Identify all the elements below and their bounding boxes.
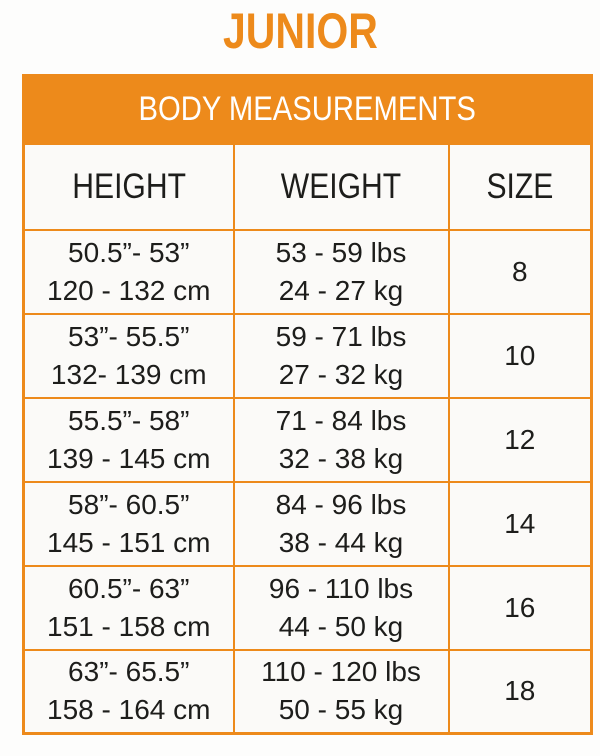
size-cell: 16 bbox=[447, 564, 593, 651]
height-imperial-text: 50.5”- 53” bbox=[68, 236, 190, 268]
weight-metric-text: 32 - 38 kg bbox=[278, 442, 404, 474]
height-imperial-text: 63”- 65.5” bbox=[68, 656, 190, 688]
table-row: 60.5”- 63” 151 - 158 cm 96 - 110 lbs 44 … bbox=[22, 564, 593, 651]
column-header-weight-text: WEIGHT bbox=[280, 166, 402, 206]
table-banner-text: BODY MEASUREMENTS bbox=[138, 90, 477, 129]
height-cell: 63”- 65.5” 158 - 164 cm bbox=[22, 648, 235, 735]
height-metric-text: 158 - 164 cm bbox=[47, 694, 211, 726]
height-imperial-text: 53”- 55.5” bbox=[68, 320, 190, 352]
weight-imperial-text: 71 - 84 lbs bbox=[275, 404, 407, 436]
height-metric-text: 132- 139 cm bbox=[50, 358, 207, 390]
height-metric-text: 151 - 158 cm bbox=[47, 610, 211, 642]
height-imperial-text: 60.5”- 63” bbox=[68, 572, 190, 604]
weight-imperial-text: 110 - 120 lbs bbox=[261, 656, 421, 688]
column-header-height: HEIGHT bbox=[22, 142, 235, 231]
size-cell: 12 bbox=[447, 396, 593, 483]
height-imperial-text: 58”- 60.5” bbox=[68, 488, 190, 520]
weight-imperial-text: 96 - 110 lbs bbox=[268, 572, 414, 604]
weight-cell: 84 - 96 lbs 38 - 44 kg bbox=[232, 480, 450, 567]
column-header-row: HEIGHT WEIGHT SIZE bbox=[22, 142, 593, 231]
height-cell: 53”- 55.5” 132- 139 cm bbox=[22, 312, 235, 399]
weight-cell: 96 - 110 lbs 44 - 50 kg bbox=[232, 564, 450, 651]
table-row: 55.5”- 58” 139 - 145 cm 71 - 84 lbs 32 -… bbox=[22, 396, 593, 483]
weight-imperial-text: 53 - 59 lbs bbox=[275, 236, 407, 268]
weight-metric-text: 38 - 44 kg bbox=[278, 526, 404, 558]
weight-metric-text: 27 - 32 kg bbox=[278, 358, 404, 390]
size-cell: 10 bbox=[447, 312, 593, 399]
weight-metric-text: 44 - 50 kg bbox=[278, 610, 404, 642]
weight-imperial-text: 59 - 71 lbs bbox=[275, 320, 407, 352]
page-title: JUNIOR bbox=[0, 6, 600, 56]
weight-cell: 53 - 59 lbs 24 - 27 kg bbox=[232, 228, 450, 315]
height-cell: 60.5”- 63” 151 - 158 cm bbox=[22, 564, 235, 651]
table-row: 63”- 65.5” 158 - 164 cm 110 - 120 lbs 50… bbox=[22, 648, 593, 735]
page-title-text: JUNIOR bbox=[222, 3, 378, 59]
weight-cell: 71 - 84 lbs 32 - 38 kg bbox=[232, 396, 450, 483]
column-header-size-text: SIZE bbox=[486, 166, 554, 206]
banner-row: BODY MEASUREMENTS bbox=[22, 74, 593, 145]
table-banner: BODY MEASUREMENTS bbox=[22, 74, 593, 145]
weight-cell: 110 - 120 lbs 50 - 55 kg bbox=[232, 648, 450, 735]
height-cell: 55.5”- 58” 139 - 145 cm bbox=[22, 396, 235, 483]
weight-imperial-text: 84 - 96 lbs bbox=[275, 488, 407, 520]
column-header-weight: WEIGHT bbox=[232, 142, 450, 231]
table-row: 58”- 60.5” 145 - 151 cm 84 - 96 lbs 38 -… bbox=[22, 480, 593, 567]
size-cell: 18 bbox=[447, 648, 593, 735]
height-cell: 50.5”- 53” 120 - 132 cm bbox=[22, 228, 235, 315]
height-cell: 58”- 60.5” 145 - 151 cm bbox=[22, 480, 235, 567]
height-metric-text: 145 - 151 cm bbox=[47, 526, 211, 558]
size-cell: 8 bbox=[447, 228, 593, 315]
column-header-size: SIZE bbox=[447, 142, 593, 231]
size-cell: 14 bbox=[447, 480, 593, 567]
body-measurements-table: BODY MEASUREMENTS HEIGHT WEIGHT SIZE 50.… bbox=[22, 74, 594, 735]
weight-cell: 59 - 71 lbs 27 - 32 kg bbox=[232, 312, 450, 399]
table-row: 50.5”- 53” 120 - 132 cm 53 - 59 lbs 24 -… bbox=[22, 228, 593, 315]
column-header-height-text: HEIGHT bbox=[71, 166, 186, 206]
weight-metric-text: 50 - 55 kg bbox=[278, 694, 404, 726]
height-metric-text: 120 - 132 cm bbox=[47, 274, 211, 306]
height-metric-text: 139 - 145 cm bbox=[47, 442, 211, 474]
table-row: 53”- 55.5” 132- 139 cm 59 - 71 lbs 27 - … bbox=[22, 312, 593, 399]
height-imperial-text: 55.5”- 58” bbox=[68, 404, 190, 436]
weight-metric-text: 24 - 27 kg bbox=[278, 274, 404, 306]
